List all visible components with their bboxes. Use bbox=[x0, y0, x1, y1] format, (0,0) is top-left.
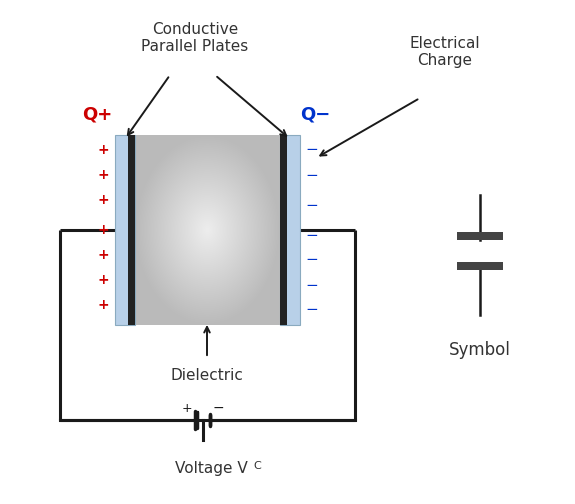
Bar bbox=[280, 135, 300, 325]
Text: +: + bbox=[97, 273, 109, 287]
Text: −: − bbox=[306, 143, 319, 157]
Text: −: − bbox=[306, 302, 319, 318]
Text: +: + bbox=[97, 168, 109, 182]
Text: +: + bbox=[97, 193, 109, 207]
Text: Conductive
Parallel Plates: Conductive Parallel Plates bbox=[141, 22, 248, 54]
Bar bbox=[457, 262, 503, 270]
Text: +: + bbox=[182, 402, 192, 414]
Text: Electrical
Charge: Electrical Charge bbox=[409, 36, 480, 68]
Text: Symbol: Symbol bbox=[449, 341, 511, 359]
Text: Dielectric: Dielectric bbox=[171, 367, 243, 383]
Text: +: + bbox=[97, 248, 109, 262]
Text: Voltage V: Voltage V bbox=[175, 461, 248, 475]
Text: −: − bbox=[306, 253, 319, 268]
Text: −: − bbox=[212, 401, 224, 415]
Text: Q−: Q− bbox=[300, 106, 330, 124]
Bar bbox=[457, 232, 503, 240]
Text: C: C bbox=[253, 461, 260, 471]
Text: Q+: Q+ bbox=[82, 106, 112, 124]
Text: −: − bbox=[306, 198, 319, 213]
Text: +: + bbox=[97, 143, 109, 157]
Text: +: + bbox=[97, 223, 109, 237]
Bar bbox=[115, 135, 135, 325]
Text: −: − bbox=[306, 278, 319, 292]
Text: −: − bbox=[306, 167, 319, 182]
Bar bbox=[128, 135, 135, 325]
Text: −: − bbox=[306, 227, 319, 242]
Text: +: + bbox=[97, 298, 109, 312]
Bar bbox=[280, 135, 287, 325]
